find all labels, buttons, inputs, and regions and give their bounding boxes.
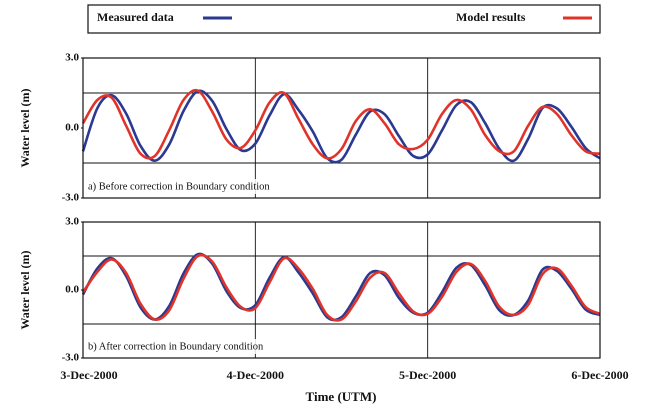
y-axis-label: Water level (m) <box>18 88 32 167</box>
x-tick-label: 4-Dec-2000 <box>227 368 284 382</box>
y-tick-label: -3.0 <box>62 352 80 364</box>
y-axis-label: Water level (m) <box>18 250 32 329</box>
y-tick-label: 3.0 <box>65 216 79 228</box>
y-tick-label: 0.0 <box>65 122 79 134</box>
x-tick-label: 5-Dec-2000 <box>399 368 456 382</box>
x-tick-label: 3-Dec-2000 <box>60 368 117 382</box>
data-line <box>81 89 601 164</box>
plot-frame <box>82 221 601 359</box>
data-line <box>81 88 601 160</box>
annotation-bg <box>85 179 335 194</box>
y-tick-label: 0.0 <box>65 284 79 296</box>
legend-box <box>87 4 601 34</box>
annotation: b) After correction in Boundary conditio… <box>88 341 264 352</box>
plot-frame <box>82 57 601 199</box>
x-axis-label: Time (UTM) <box>306 389 377 404</box>
annotation-bg <box>85 339 335 354</box>
legend-label: Measured data <box>97 10 174 24</box>
y-tick-label: -3.0 <box>62 192 80 204</box>
annotation: a) Before correction in Boundary conditi… <box>88 181 270 192</box>
data-line <box>81 253 601 322</box>
x-tick-label: 6-Dec-2000 <box>571 368 628 382</box>
y-tick-label: 3.0 <box>65 52 79 64</box>
legend-label: Model results <box>456 10 526 24</box>
